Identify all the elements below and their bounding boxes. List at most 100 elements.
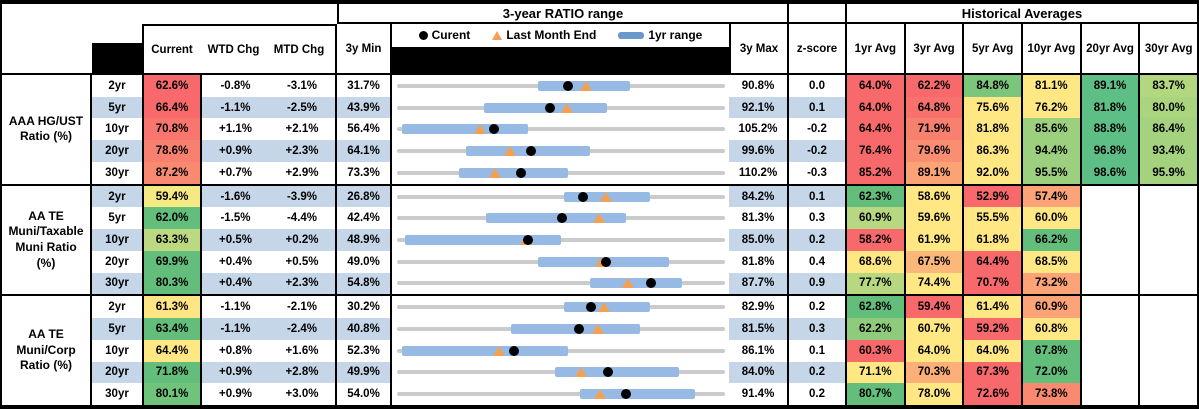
cell-3y-max: 105.2% [729,118,789,141]
cell-3yr-avg: 58.6% [905,185,965,208]
cell-1yr-avg: 60.9% [847,207,906,230]
cell-10yr-avg: 60.0% [1023,207,1082,230]
last-month-end-marker [574,367,587,378]
cell-3y-min: 56.4% [337,118,392,141]
col-header-zscore: z-score [789,24,847,73]
range-track-area [397,362,725,384]
table-row: 2yr 61.3% -1.1% -2.1% 30.2% 82.9% 0.2 62.8% 59.4… [92,296,1197,319]
tenor-header-cell [92,24,142,73]
cell-1yr-avg: 77.7% [847,272,906,295]
cell-30yr-avg [1140,296,1197,318]
cell-3y-max: 86.1% [729,339,789,362]
cell-3yr-avg: 59.4% [905,296,965,319]
header-top-spacer [2,4,337,24]
cell-1yr-avg: 71.1% [847,361,906,384]
cell-zscore: 0.0 [789,75,847,97]
range-chart [392,229,729,251]
range-chart [392,383,729,405]
legend-last-month-label: Last Month End [506,28,597,42]
col-header-20yr-avg: 20yr Avg [1082,24,1141,73]
cell-10yr-avg: 57.4% [1023,185,1082,208]
cell-tenor: 20yr [105,255,129,268]
last-month-end-marker [473,124,486,135]
group-label-line: Muni Ratio [15,240,77,254]
cell-zscore: 0.2 [789,361,847,384]
group-rows: 2yr 61.3% -1.1% -2.1% 30.2% 82.9% 0.2 62.8% 59.4… [92,296,1197,405]
group-label-line: Ratio (%) [20,358,72,373]
cell-30yr-avg: 83.7% [1140,75,1197,97]
cell-20yr-avg [1082,185,1141,208]
cell-current: 62.6% [142,75,202,97]
cell-zscore: 0.2 [789,229,847,251]
cell-20yr-avg: 98.6% [1081,161,1141,184]
cell-tenor: 30yr [92,272,142,295]
col-header-3yr-avg: 3yr Avg [906,24,965,73]
cell-3yr-avg: 74.4% [905,272,965,295]
cell-zscore: 0.2 [789,383,847,405]
range-track-area [397,140,725,162]
cell-1yr-avg: 62.2% [847,318,906,340]
range-track [397,194,725,199]
group-label-line: Ratio (%) [20,129,72,144]
range-chart [392,272,729,295]
table-row: 10yr 63.3% +0.5% +0.2% 48.9% 85.0% 0.2 58.2% 61.… [92,229,1197,251]
cell-tenor: 2yr [108,301,126,314]
cell-current: 80.3% [142,272,202,295]
cell-wtd-chg: -1.1% [220,301,251,314]
legend-item-current: Curent [418,28,470,42]
last-month-end-marker [579,80,592,91]
last-month-end-marker [592,323,605,334]
cell-3y-min: 30.2% [337,296,392,319]
current-marker [522,235,533,245]
table-row: 20yr 71.8% +0.9% +2.8% 49.9% 84.0% 0.2 71.1% 70.… [92,361,1197,384]
cell-tenor: 20yr [92,361,142,384]
current-marker [488,124,499,135]
cell-tenor: 10yr [105,344,129,357]
table-row: 30yr 80.3% +0.4% +2.3% 54.8% 87.7% 0.9 77.7% 74.… [92,272,1197,295]
col-header-current: Current [151,43,193,56]
cell-zscore: -0.2 [789,140,847,162]
cell-20yr-avg: 96.8% [1081,140,1141,162]
cell-3y-min: 54.0% [337,383,392,405]
group-label-line: Muni/Taxable [8,224,84,239]
range-track-area [397,318,725,340]
cell-30yr-avg [1140,186,1197,208]
last-month-end-marker [488,167,501,178]
cell-3y-max: 91.4% [729,383,789,405]
group-rows: 2yr 62.6% -0.8% -3.1% 31.7% 90.8% 0.0 64.0% 62.2… [92,75,1197,184]
cell-5yr-avg: 64.4% [964,250,1024,273]
range-track [397,392,725,397]
range-track-area [397,207,725,229]
cell-3yr-avg: 89.1% [905,161,965,184]
cell-3y-min: 48.9% [337,229,392,251]
cell-wtd-chg: +0.4% [202,272,269,295]
range-chart [392,161,729,184]
cell-3y-min: 42.4% [337,207,392,230]
cell-current: 63.4% [142,318,202,340]
cell-3y-max: 87.7% [729,272,789,295]
cell-3y-min: 43.9% [337,96,392,119]
cell-3yr-avg: 70.3% [905,361,965,384]
range-chart [392,207,729,230]
cell-current: 70.8% [142,118,202,141]
last-month-end-marker [561,102,574,113]
cell-3y-min: 40.8% [337,318,392,340]
last-month-triangle-icon [492,30,503,40]
cell-wtd-chg: -1.6% [202,185,269,208]
range-title: 3-year RATIO range [337,4,789,24]
cell-5yr-avg: 55.5% [964,207,1024,230]
col-header-wtd-chg: WTD Chg [207,43,260,56]
cell-3yr-avg: 60.7% [905,318,965,340]
last-month-end-marker [622,278,635,289]
cell-20yr-avg [1082,207,1141,230]
cell-20yr-avg [1082,383,1141,405]
current-marker [578,191,589,202]
cell-wtd-chg: +1.1% [219,123,252,136]
cell-5yr-avg: 61.8% [964,229,1024,251]
cell-wtd-chg: +0.9% [219,388,252,401]
one-year-range-bar [485,213,627,224]
cell-current: 80.1% [142,383,202,405]
last-month-end-marker [599,191,612,202]
col-header-30yr-avg: 30yr Avg [1144,42,1193,55]
cell-20yr-avg [1082,296,1141,319]
